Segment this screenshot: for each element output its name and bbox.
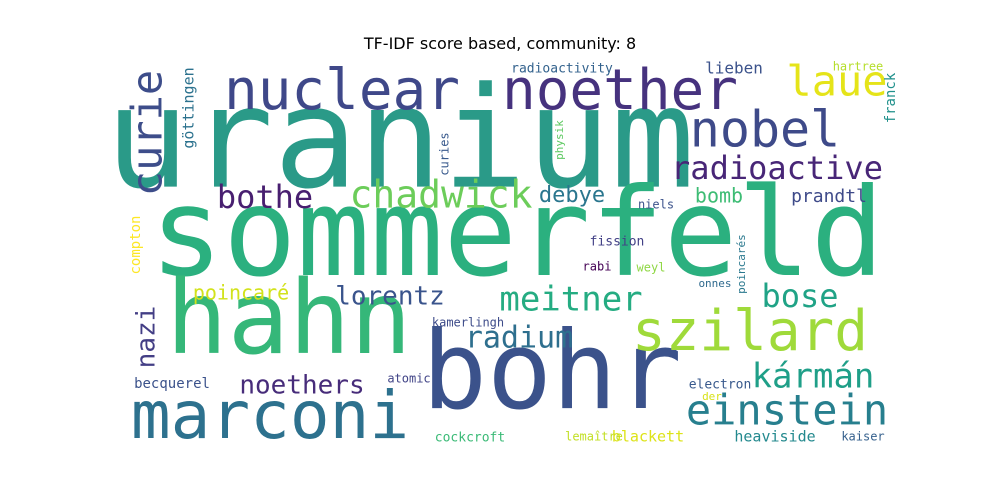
word-4: marconi xyxy=(131,377,409,454)
word-16: bothe xyxy=(217,178,313,216)
word-22: poincaré xyxy=(193,281,289,305)
word-27: göttingen xyxy=(180,67,198,148)
word-17: bose xyxy=(761,277,838,315)
word-37: rabi xyxy=(583,260,612,274)
word-15: radioactive xyxy=(671,149,883,187)
word-42: atomic xyxy=(387,372,430,386)
word-32: curies xyxy=(438,132,452,175)
word-30: becquerel xyxy=(134,376,210,392)
word-40: poincarés xyxy=(735,234,748,294)
word-41: kamerlingh xyxy=(432,316,504,330)
word-6: noether xyxy=(502,58,738,123)
word-10: curie xyxy=(123,70,172,196)
word-39: onnes xyxy=(698,277,731,290)
word-23: debye xyxy=(539,183,605,208)
word-0: uranium xyxy=(105,58,695,221)
word-19: lorentz xyxy=(335,282,445,312)
word-45: blackett xyxy=(612,428,684,446)
word-29: compton xyxy=(128,215,144,274)
word-20: noethers xyxy=(239,371,364,401)
word-26: lieben xyxy=(705,59,763,78)
word-31: radioactivity xyxy=(511,62,613,77)
word-44: der xyxy=(702,390,722,403)
word-8: nobel xyxy=(690,101,841,159)
word-25: prandtl xyxy=(791,186,867,207)
word-38: weyl xyxy=(637,261,666,275)
word-35: niels xyxy=(638,198,674,212)
word-1: sommerfeld xyxy=(150,162,885,304)
word-5: nuclear xyxy=(224,58,460,123)
word-43: electron xyxy=(689,378,752,393)
word-11: laue xyxy=(786,57,887,106)
word-46: heaviside xyxy=(734,428,815,446)
word-47: cockcroft xyxy=(435,431,505,446)
word-12: chadwick xyxy=(349,173,532,217)
word-14: kármán xyxy=(752,357,875,397)
word-36: fission xyxy=(590,235,645,250)
word-3: bohr xyxy=(422,309,682,434)
word-13: meitner xyxy=(499,280,642,320)
word-9: einstein xyxy=(686,386,888,435)
word-34: hartree xyxy=(833,60,884,74)
chart-title: TF-IDF score based, community: 8 xyxy=(363,34,637,53)
word-33: physik xyxy=(553,120,566,160)
word-21: nazi xyxy=(132,306,162,369)
word-48: lemaître xyxy=(565,430,623,444)
word-2: hahn xyxy=(166,259,412,378)
word-28: franck xyxy=(883,72,899,123)
word-18: radium xyxy=(465,321,573,356)
word-49: kaiser xyxy=(841,430,884,444)
word-24: bomb xyxy=(695,184,743,208)
word-7: szilard xyxy=(632,299,868,364)
